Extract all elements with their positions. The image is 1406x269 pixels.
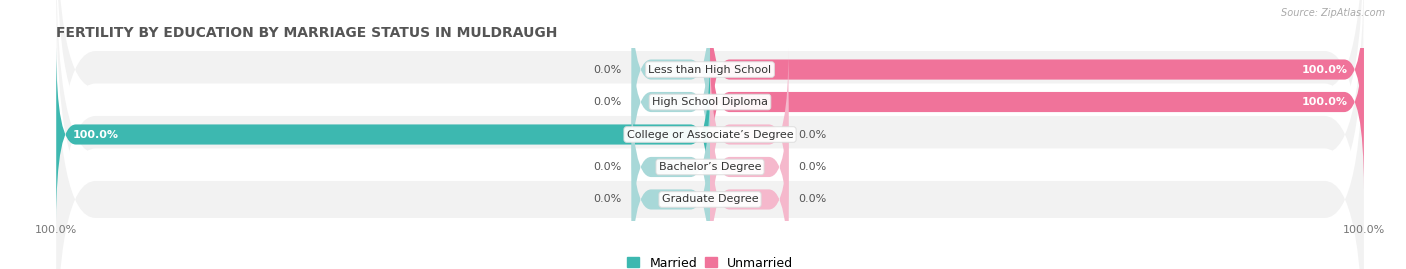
FancyBboxPatch shape xyxy=(56,23,1364,269)
FancyBboxPatch shape xyxy=(710,112,789,269)
FancyBboxPatch shape xyxy=(56,0,1364,269)
FancyBboxPatch shape xyxy=(710,0,1364,157)
Text: 0.0%: 0.0% xyxy=(799,194,827,204)
FancyBboxPatch shape xyxy=(710,15,1364,189)
Text: Bachelor’s Degree: Bachelor’s Degree xyxy=(659,162,761,172)
Text: College or Associate’s Degree: College or Associate’s Degree xyxy=(627,129,793,140)
FancyBboxPatch shape xyxy=(631,112,710,269)
FancyBboxPatch shape xyxy=(631,80,710,254)
Text: 0.0%: 0.0% xyxy=(799,129,827,140)
FancyBboxPatch shape xyxy=(710,47,789,222)
Text: 100.0%: 100.0% xyxy=(1302,97,1347,107)
FancyBboxPatch shape xyxy=(56,0,1364,246)
FancyBboxPatch shape xyxy=(56,47,710,222)
Text: Source: ZipAtlas.com: Source: ZipAtlas.com xyxy=(1281,8,1385,18)
Text: 100.0%: 100.0% xyxy=(1302,65,1347,75)
FancyBboxPatch shape xyxy=(631,15,710,189)
Text: 0.0%: 0.0% xyxy=(799,162,827,172)
Text: FERTILITY BY EDUCATION BY MARRIAGE STATUS IN MULDRAUGH: FERTILITY BY EDUCATION BY MARRIAGE STATU… xyxy=(56,26,558,40)
Text: 0.0%: 0.0% xyxy=(593,162,621,172)
Text: High School Diploma: High School Diploma xyxy=(652,97,768,107)
FancyBboxPatch shape xyxy=(631,0,710,157)
Text: 0.0%: 0.0% xyxy=(593,97,621,107)
Text: 0.0%: 0.0% xyxy=(593,194,621,204)
FancyBboxPatch shape xyxy=(56,0,1364,269)
FancyBboxPatch shape xyxy=(56,0,1364,269)
Text: 0.0%: 0.0% xyxy=(593,65,621,75)
FancyBboxPatch shape xyxy=(710,80,789,254)
Text: Less than High School: Less than High School xyxy=(648,65,772,75)
Text: Graduate Degree: Graduate Degree xyxy=(662,194,758,204)
Legend: Married, Unmarried: Married, Unmarried xyxy=(621,252,799,269)
Text: 100.0%: 100.0% xyxy=(73,129,118,140)
